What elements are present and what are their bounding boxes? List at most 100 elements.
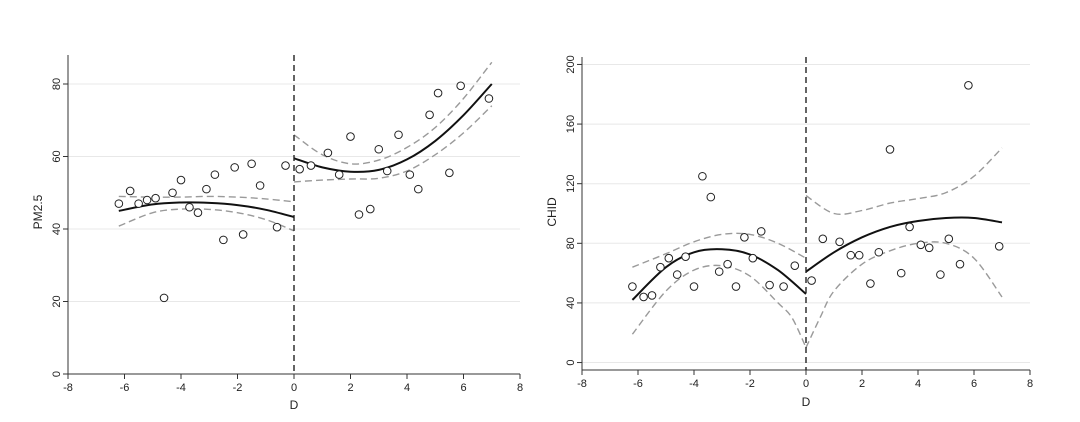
y-tick-label-pm25-1: 20 [51, 295, 63, 307]
point-pm25-16 [255, 181, 265, 190]
x-tick-label-pm25-3: -2 [233, 382, 243, 394]
point-chid-28 [905, 222, 914, 232]
point-chid-18 [790, 261, 800, 270]
point-chid-15 [756, 227, 766, 236]
fit-right-pm25 [293, 83, 493, 173]
point-pm25-10 [202, 184, 211, 194]
point-chid-24 [866, 279, 875, 288]
point-chid-32 [944, 234, 954, 244]
point-pm25-20 [306, 161, 316, 170]
x-tick-label-pm25-8: 8 [517, 382, 523, 394]
point-chid-2 [647, 291, 657, 300]
point-chid-0 [628, 282, 637, 291]
point-chid-13 [740, 233, 749, 242]
ci-right-upper-chid [805, 147, 1003, 216]
point-chid-10 [714, 267, 724, 276]
point-chid-4 [664, 253, 674, 263]
point-pm25-18 [281, 161, 290, 170]
x-tick-label-chid-4: 0 [803, 378, 809, 390]
point-chid-23 [854, 250, 864, 260]
point-chid-31 [936, 270, 945, 279]
point-pm25-21 [323, 148, 333, 158]
point-pm25-17 [272, 222, 282, 232]
point-chid-9 [706, 192, 716, 202]
y-tick-label-chid-2: 80 [565, 237, 577, 249]
point-pm25-26 [374, 144, 384, 154]
point-pm25-14 [238, 230, 248, 239]
point-pm25-25 [365, 204, 375, 214]
x-tick-label-chid-7: 6 [971, 378, 977, 390]
y-tick-label-chid-1: 40 [565, 297, 577, 309]
x-tick-label-chid-0: -8 [577, 378, 587, 390]
ci-right-lower-chid [805, 241, 1003, 348]
point-chid-21 [835, 237, 844, 247]
point-chid-34 [964, 81, 973, 90]
point-pm25-29 [405, 170, 415, 179]
point-pm25-9 [193, 208, 203, 217]
point-pm25-8 [185, 202, 194, 212]
y-tick-label-chid-3: 120 [565, 175, 577, 193]
point-chid-7 [689, 282, 699, 291]
point-pm25-5 [159, 293, 169, 303]
x-tick-label-pm25-7: 6 [460, 382, 466, 394]
point-chid-6 [681, 252, 690, 262]
ci-right-lower-pm25 [293, 105, 493, 183]
point-chid-29 [916, 240, 926, 250]
point-pm25-1 [125, 186, 135, 196]
point-pm25-3 [142, 195, 152, 205]
x-tick-label-pm25-2: -4 [176, 382, 186, 394]
point-chid-22 [846, 250, 856, 260]
point-chid-8 [698, 171, 707, 181]
point-pm25-12 [219, 235, 228, 245]
x-tick-label-chid-8: 8 [1027, 378, 1033, 390]
fit-right-chid [805, 216, 1003, 273]
point-pm25-24 [354, 210, 364, 219]
y-tick-label-pm25-3: 60 [51, 150, 63, 162]
ci-left-lower-pm25 [118, 208, 295, 232]
x-tick-label-chid-6: 4 [915, 378, 921, 390]
point-pm25-27 [382, 166, 392, 176]
point-pm25-34 [456, 81, 465, 91]
point-chid-12 [731, 282, 741, 291]
point-chid-16 [765, 280, 774, 290]
point-chid-17 [779, 282, 788, 291]
point-chid-1 [639, 292, 648, 302]
x-tick-label-chid-1: -6 [633, 378, 643, 390]
x-tick-label-pm25-5: 2 [347, 382, 353, 394]
point-pm25-31 [425, 110, 434, 120]
point-pm25-7 [176, 175, 186, 185]
y-tick-label-pm25-0: 0 [51, 371, 63, 377]
x-tick-label-chid-3: -2 [745, 378, 755, 390]
point-pm25-2 [134, 199, 143, 208]
y-tick-label-pm25-2: 40 [51, 223, 63, 235]
point-pm25-15 [247, 159, 256, 169]
point-pm25-22 [334, 170, 344, 179]
x-tick-label-pm25-0: -8 [63, 382, 73, 394]
ci-left-upper-chid [632, 232, 807, 268]
point-pm25-28 [394, 130, 403, 140]
x-tick-label-pm25-4: 0 [291, 382, 297, 394]
point-chid-25 [874, 247, 884, 257]
point-pm25-13 [230, 163, 239, 172]
ci-right-upper-pm25 [293, 61, 493, 165]
point-chid-11 [723, 259, 732, 269]
point-pm25-6 [168, 188, 177, 198]
point-chid-20 [818, 234, 828, 244]
point-pm25-4 [151, 193, 160, 203]
point-pm25-30 [414, 184, 423, 194]
fit-left-pm25 [118, 201, 295, 218]
x-tick-label-pm25-1: -6 [120, 382, 130, 394]
x-tick-label-chid-2: -4 [689, 378, 699, 390]
point-pm25-11 [210, 170, 220, 179]
point-chid-33 [955, 259, 965, 269]
point-pm25-35 [484, 94, 494, 103]
point-chid-14 [748, 253, 758, 263]
x-tick-label-chid-5: 2 [859, 378, 865, 390]
point-pm25-0 [114, 199, 124, 208]
point-chid-3 [656, 262, 665, 272]
point-chid-27 [896, 268, 906, 278]
